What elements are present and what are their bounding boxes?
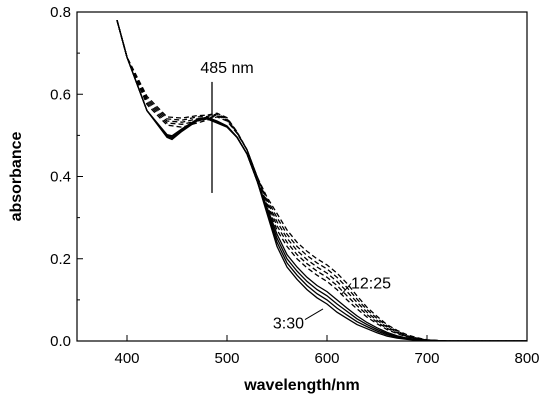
x-tick-label: 800 — [514, 350, 539, 367]
x-tick-label: 500 — [214, 350, 239, 367]
x-tick-label: 600 — [314, 350, 339, 367]
spectrum-line-8 — [116, 20, 527, 341]
y-tick-label: 0.4 — [50, 169, 71, 186]
spectrum-line-7 — [116, 20, 527, 341]
x-tick-label: 400 — [114, 350, 139, 367]
y-tick-label: 0.0 — [50, 333, 71, 350]
x-tick-label: 700 — [414, 350, 439, 367]
spectrum-line-3 — [116, 20, 527, 341]
x-axis-label: wavelength/nm — [243, 377, 360, 394]
y-axis-label: absorbance — [8, 131, 25, 221]
peak-label: 485 nm — [200, 60, 253, 77]
late-time-leader — [340, 283, 352, 296]
plot-frame — [76, 11, 528, 342]
ticks-layer: 400 500 600 700 800 0.0 0.2 0.4 0.6 0.8 — [50, 4, 539, 367]
late-time-label: 12:25 — [351, 275, 391, 292]
y-tick-label: 0.8 — [50, 4, 71, 21]
plot-area: 400 500 600 700 800 0.0 0.2 0.4 0.6 0.8 485 nm 12… — [50, 4, 539, 367]
y-tick-label: 0.6 — [50, 86, 71, 103]
spectrum-line-9 — [116, 20, 527, 341]
early-time-leader — [304, 308, 324, 321]
early-time-label: 3:30 — [273, 316, 304, 333]
y-tick-label: 0.2 — [50, 251, 71, 268]
annotation-layer: 485 nm 12:25 3:30 — [200, 60, 391, 333]
series-layer — [116, 20, 527, 341]
